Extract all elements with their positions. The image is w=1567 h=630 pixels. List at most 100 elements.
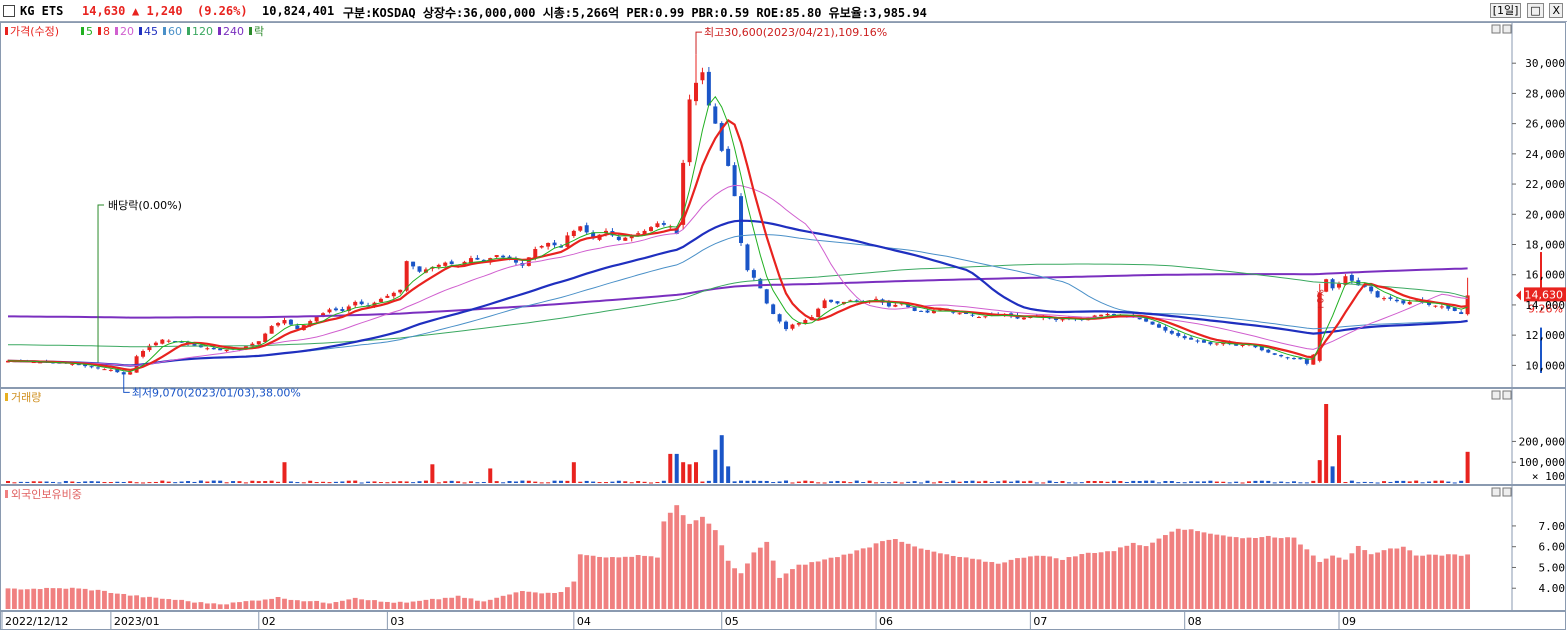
candle-body xyxy=(565,235,570,247)
foreign-bar xyxy=(63,588,69,609)
foreign-bar xyxy=(12,588,17,609)
foreign-bar xyxy=(1233,537,1239,609)
candle-body xyxy=(803,320,808,324)
foreign-bar xyxy=(384,601,390,609)
foreign-bar xyxy=(481,601,487,609)
candle-body xyxy=(976,317,981,319)
foreign-bar xyxy=(725,560,731,609)
foreign-bar xyxy=(738,573,744,609)
close-button[interactable]: X xyxy=(1549,3,1563,18)
candle-body xyxy=(1176,333,1181,336)
foreign-bar xyxy=(1195,531,1200,609)
foreign-bar xyxy=(1433,554,1438,609)
volume-bar xyxy=(1253,480,1258,483)
volume-bar xyxy=(359,482,364,484)
candle-body xyxy=(513,259,518,263)
price-axis-label: 16,000 xyxy=(1525,269,1565,282)
candle-body xyxy=(1054,318,1059,321)
candle-body xyxy=(745,244,750,271)
foreign-bar xyxy=(69,587,75,609)
foreign-bar xyxy=(44,587,49,609)
candle-body xyxy=(494,255,499,258)
volume-bar xyxy=(533,481,538,483)
candle-body xyxy=(31,362,36,364)
title-checkbox[interactable] xyxy=(3,5,15,17)
volume-bar xyxy=(108,482,113,484)
candle-body xyxy=(970,314,975,316)
foreign-bar xyxy=(339,600,345,609)
volume-bar xyxy=(243,482,248,484)
foreign-bar xyxy=(899,541,905,609)
volume-bar xyxy=(1060,480,1065,483)
volume-bar xyxy=(1420,482,1425,484)
volume-bar xyxy=(1201,481,1206,483)
foreign-bar xyxy=(172,599,178,609)
foreign-bar xyxy=(642,555,647,609)
candle-body xyxy=(70,363,75,365)
volume-bar xyxy=(1156,482,1161,484)
foreign-bar xyxy=(622,556,628,609)
candle-body xyxy=(661,223,666,225)
volume-bar xyxy=(571,462,576,483)
volume-bar xyxy=(121,481,126,483)
foreign-bar xyxy=(243,601,249,609)
foreign-bar xyxy=(1040,555,1046,609)
foreign-bar xyxy=(404,602,410,609)
foreign-bar xyxy=(487,599,493,609)
volume-axis-label: 100,000 xyxy=(1519,456,1565,469)
trade-volume: 10,824,401 xyxy=(262,4,335,18)
price-range-marker-down xyxy=(1540,327,1542,373)
candle-body xyxy=(919,310,924,312)
foreign-bar xyxy=(185,601,191,609)
volume-bar xyxy=(321,481,326,483)
foreign-bar xyxy=(1150,542,1155,609)
foreign-bar xyxy=(1445,554,1451,609)
candle-body xyxy=(1324,279,1329,292)
volume-bar xyxy=(1337,435,1342,483)
candle-body xyxy=(713,106,718,124)
foreign-bar xyxy=(1272,537,1278,609)
volume-bar xyxy=(1118,481,1123,483)
candle-body xyxy=(108,369,113,371)
foreign-bar xyxy=(661,521,667,609)
foreign-bar xyxy=(294,600,300,609)
candle-body xyxy=(1259,346,1264,351)
volume-bar xyxy=(816,482,821,484)
candle-body xyxy=(314,317,319,322)
foreign-bar xyxy=(976,559,982,609)
foreign-bar xyxy=(1169,531,1175,609)
volume-bar xyxy=(1208,480,1213,483)
candle-body xyxy=(1349,274,1354,281)
period-button[interactable]: [1일] xyxy=(1489,3,1522,18)
candle-body xyxy=(906,303,911,308)
foreign-bar xyxy=(925,549,930,609)
foreign-bar xyxy=(1053,558,1059,609)
foreign-bar xyxy=(37,589,43,609)
foreign-bar xyxy=(1407,550,1413,609)
price-axis-label: 26,000 xyxy=(1525,118,1565,131)
foreign-bar xyxy=(1214,534,1220,609)
price-change: ▲ 1,240 xyxy=(132,4,183,18)
foreign-bar xyxy=(204,603,210,609)
stock-chart[interactable]: 가격(수정) 5 8 20 45 60 120 240 락 최고30,600(2023/04/21… xyxy=(0,22,1567,630)
volume-bar xyxy=(218,480,223,483)
volume-bar xyxy=(610,481,615,483)
volume-bar xyxy=(1144,480,1149,483)
candle-body xyxy=(784,321,789,330)
candle-body xyxy=(739,196,744,243)
foreign-bar xyxy=(918,548,924,609)
volume-bar xyxy=(494,481,499,483)
candle-body xyxy=(552,242,557,246)
foreign-bar xyxy=(1143,546,1149,609)
stock-info: 구분:KOSDAQ 상장수:36,000,000 시총:5,266억 PER:0… xyxy=(343,6,927,20)
volume-bar xyxy=(282,462,287,483)
volume-bar xyxy=(231,481,236,483)
foreign-bar xyxy=(1452,554,1458,609)
volume-bar xyxy=(417,481,422,483)
candle-body xyxy=(192,344,197,346)
foreign-bar xyxy=(552,593,557,609)
maximize-button[interactable]: □ xyxy=(1527,3,1544,18)
volume-bar xyxy=(893,481,898,483)
x-axis-label: 02 xyxy=(262,615,276,628)
foreign-bar xyxy=(95,589,101,609)
